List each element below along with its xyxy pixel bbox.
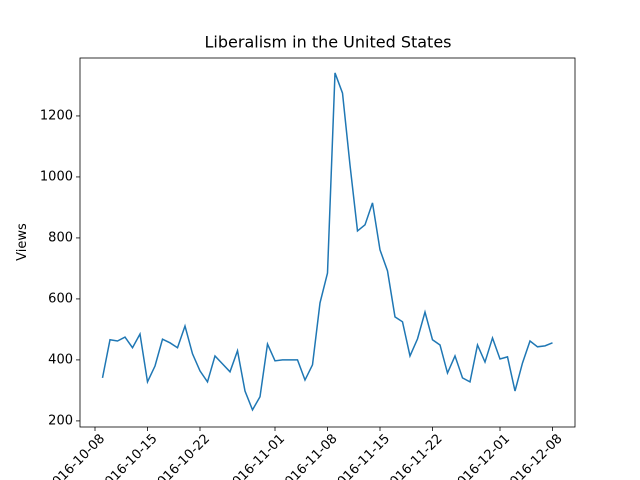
x-tick-label: 2016-12-08 — [502, 431, 566, 480]
y-tick-label: 600 — [48, 291, 73, 306]
x-tick-label: 2016-11-01 — [224, 431, 288, 480]
y-axis-label: Views — [15, 223, 30, 261]
y-tick-label: 1200 — [40, 108, 73, 123]
y-tick-label: 400 — [48, 352, 73, 367]
x-tick-label: 2016-11-15 — [329, 431, 393, 480]
x-tick-label: 2016-10-08 — [44, 431, 108, 480]
axes-frame — [79, 57, 576, 428]
x-tick-label: 2016-12-01 — [449, 431, 513, 480]
x-tick-label: 2016-11-22 — [382, 431, 446, 480]
y-tick-label: 200 — [48, 413, 73, 428]
x-tick-label: 2016-11-08 — [277, 431, 341, 480]
y-tick-label: 1000 — [40, 169, 73, 184]
x-tick-label: 2016-10-22 — [149, 431, 213, 480]
x-tick-label: 2016-10-15 — [97, 431, 161, 480]
line — [101, 72, 553, 412]
y-tick-label: 800 — [48, 230, 73, 245]
chart-title: Liberalism in the United States — [205, 33, 452, 52]
